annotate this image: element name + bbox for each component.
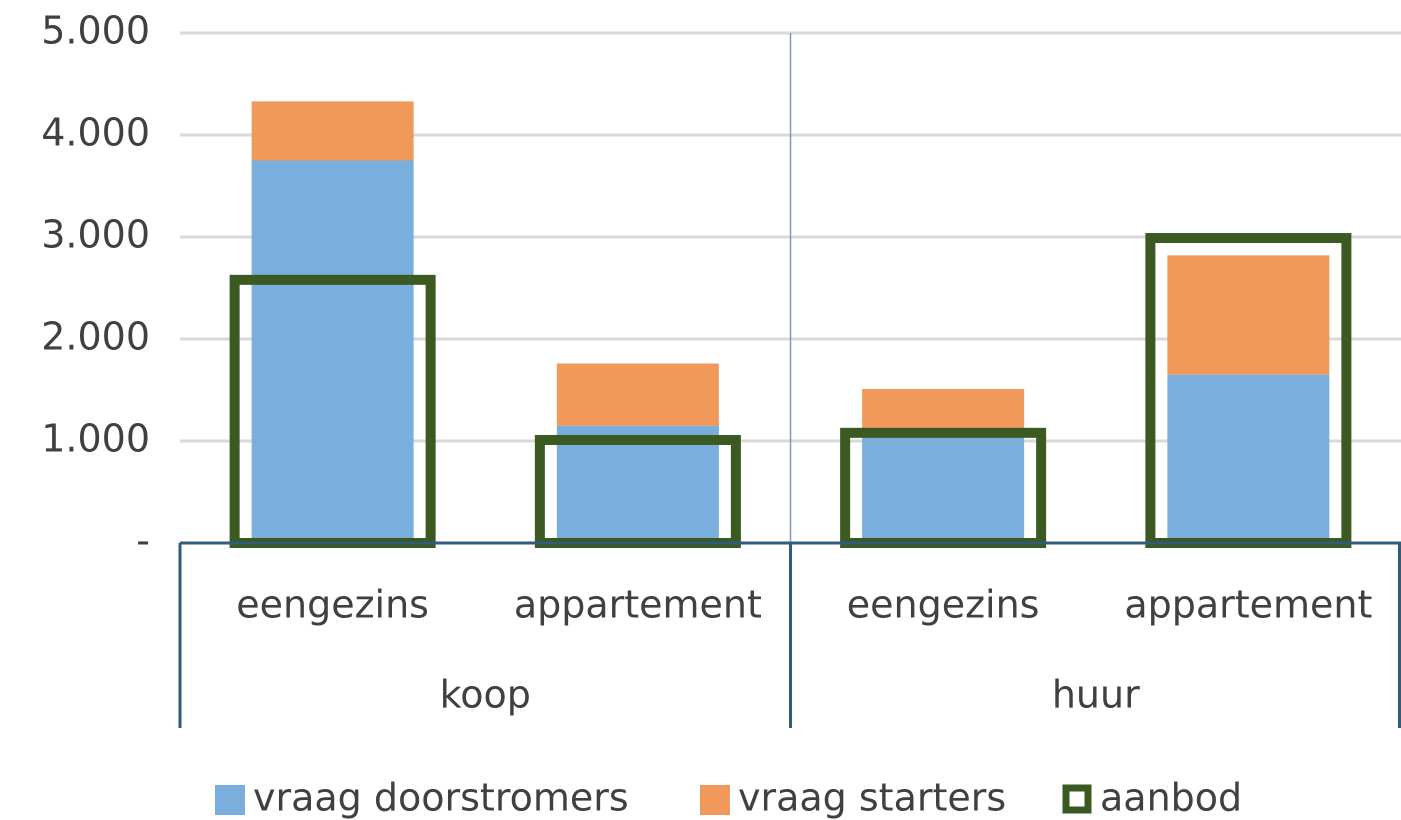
bar-segment xyxy=(556,363,719,426)
bar-segment xyxy=(862,430,1025,543)
legend-swatch xyxy=(215,785,245,815)
bar-segment xyxy=(862,388,1025,431)
legend-label: aanbod xyxy=(1100,776,1242,820)
legend-label: vraag starters xyxy=(738,776,1006,820)
legend-label: vraag doorstromers xyxy=(253,776,629,820)
bar-segment xyxy=(1167,255,1330,375)
bar-segment xyxy=(556,425,719,543)
y-tick-label: 2.000 xyxy=(41,315,150,359)
x-tick-label: eengezins xyxy=(847,583,1040,627)
x-tick-label: appartement xyxy=(1124,583,1372,627)
x-tick-label: appartement xyxy=(514,583,762,627)
group-label: koop xyxy=(440,673,531,717)
bar-segment xyxy=(1167,374,1330,543)
y-tick-label: 4.000 xyxy=(41,111,150,155)
y-tick-label: - xyxy=(136,519,150,563)
group-label: huur xyxy=(1052,673,1140,717)
y-tick-label: 1.000 xyxy=(41,417,150,461)
x-tick-label: eengezins xyxy=(236,583,429,627)
y-tick-label: 5.000 xyxy=(41,9,150,53)
legend-swatch xyxy=(700,785,730,815)
bar-segment xyxy=(251,101,414,161)
legend-swatch xyxy=(1062,784,1092,814)
bar-segment xyxy=(251,160,414,543)
y-tick-label: 3.000 xyxy=(41,213,150,257)
